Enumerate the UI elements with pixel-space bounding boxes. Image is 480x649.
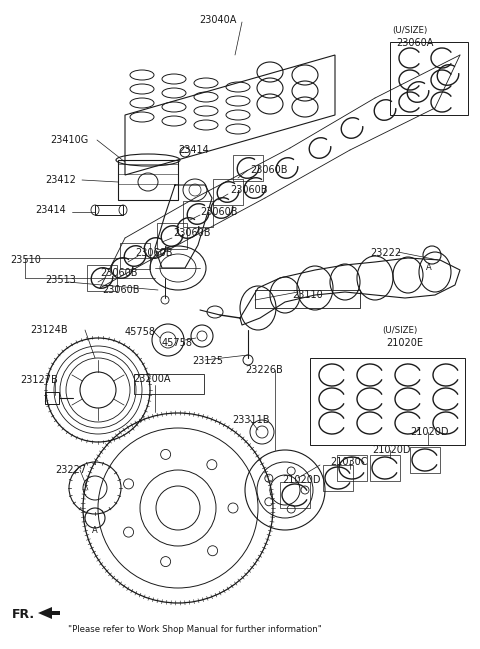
Text: 23060B: 23060B bbox=[102, 285, 140, 295]
Text: 23060B: 23060B bbox=[250, 165, 288, 175]
Text: A: A bbox=[92, 526, 98, 535]
Text: 21020D: 21020D bbox=[372, 445, 410, 455]
Text: 23414: 23414 bbox=[35, 205, 66, 215]
Text: 23060A: 23060A bbox=[396, 38, 433, 48]
Text: 21020E: 21020E bbox=[386, 338, 423, 348]
Text: 23510: 23510 bbox=[10, 255, 41, 265]
Text: "Please refer to Work Shop Manual for further information": "Please refer to Work Shop Manual for fu… bbox=[68, 625, 322, 634]
Text: FR.: FR. bbox=[12, 608, 35, 621]
Text: 23060B: 23060B bbox=[100, 268, 137, 278]
Text: 23412: 23412 bbox=[45, 175, 76, 185]
Text: 23060B: 23060B bbox=[173, 228, 211, 238]
Text: 23060B: 23060B bbox=[230, 185, 267, 195]
Text: 45758: 45758 bbox=[125, 327, 156, 337]
Text: 23124B: 23124B bbox=[30, 325, 68, 335]
Text: 23414: 23414 bbox=[178, 145, 209, 155]
Text: 23513: 23513 bbox=[45, 275, 76, 285]
Text: 23040A: 23040A bbox=[199, 15, 237, 25]
Text: 23311B: 23311B bbox=[232, 415, 269, 425]
Text: (U/SIZE): (U/SIZE) bbox=[392, 26, 427, 35]
Text: 23226B: 23226B bbox=[245, 365, 283, 375]
Text: 21030C: 21030C bbox=[330, 457, 368, 467]
Text: A: A bbox=[426, 263, 432, 272]
Text: 23060B: 23060B bbox=[200, 207, 238, 217]
Text: 23125: 23125 bbox=[192, 356, 223, 366]
Text: (U/SIZE): (U/SIZE) bbox=[382, 326, 417, 335]
Text: 23410G: 23410G bbox=[50, 135, 88, 145]
Text: 23222: 23222 bbox=[370, 248, 401, 258]
Text: 23227: 23227 bbox=[55, 465, 86, 475]
Text: 23200A: 23200A bbox=[133, 374, 170, 384]
Polygon shape bbox=[38, 607, 60, 619]
Text: 23060B: 23060B bbox=[135, 248, 172, 258]
Text: 21020D: 21020D bbox=[282, 475, 321, 485]
Text: 21020D: 21020D bbox=[410, 427, 448, 437]
Text: 23127B: 23127B bbox=[20, 375, 58, 385]
Text: 23110: 23110 bbox=[292, 290, 323, 300]
Text: 45758: 45758 bbox=[162, 338, 193, 348]
